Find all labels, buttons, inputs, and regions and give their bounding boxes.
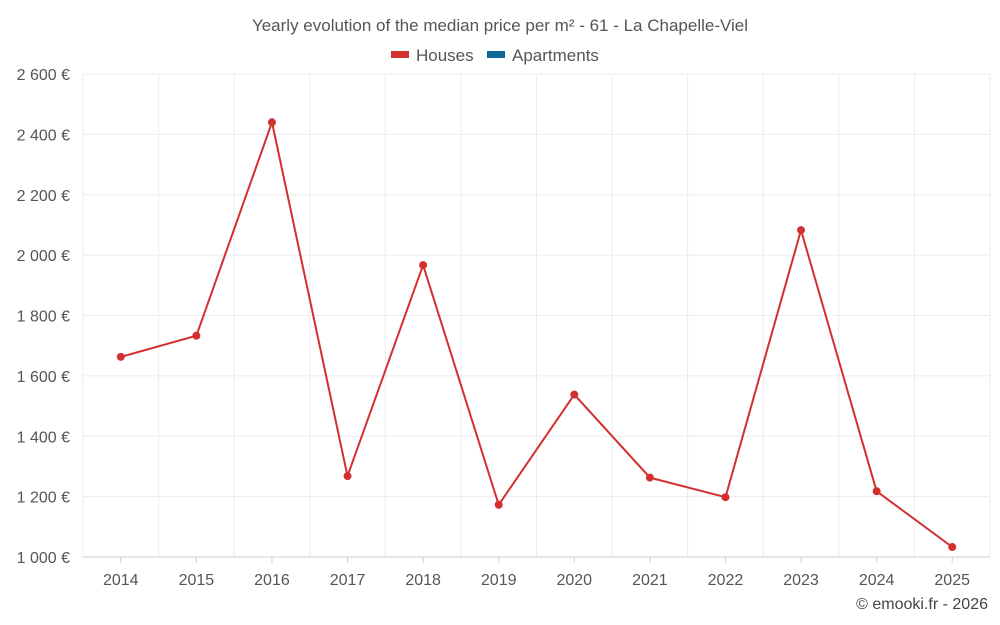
data-point-houses[interactable] (343, 472, 352, 481)
x-tick-label: 2015 (179, 572, 215, 589)
y-tick-label: 2 600 € (17, 67, 70, 84)
x-tick-label: 2019 (481, 572, 517, 589)
x-tick-label: 2023 (783, 572, 819, 589)
data-point-houses[interactable] (419, 261, 428, 270)
y-tick-label: 1 200 € (17, 490, 70, 507)
data-point-houses[interactable] (721, 493, 730, 502)
y-tick-label: 2 400 € (17, 127, 70, 144)
data-point-houses[interactable] (494, 500, 503, 509)
y-tick-label: 2 200 € (17, 188, 70, 205)
y-tick-label: 1 600 € (17, 369, 70, 386)
y-tick-label: 1 000 € (17, 550, 70, 567)
legend-swatch-houses (391, 51, 409, 58)
legend-label-apartments: Apartments (512, 46, 599, 65)
legend-item-apartments[interactable]: Apartments (487, 46, 599, 65)
data-point-houses[interactable] (645, 473, 654, 482)
data-point-houses[interactable] (267, 118, 276, 127)
data-point-houses[interactable] (116, 352, 125, 361)
x-tick-label: 2021 (632, 572, 668, 589)
x-tick-label: 2016 (254, 572, 290, 589)
y-tick-label: 1 800 € (17, 309, 70, 326)
x-tick-label: 2014 (103, 572, 139, 589)
x-tick-label: 2025 (934, 572, 970, 589)
legend-label-houses: Houses (416, 46, 474, 65)
data-point-houses[interactable] (797, 226, 806, 235)
y-axis: 1 000 € 1 200 € 1 400 € 1 600 € 1 800 € 2 000… (17, 67, 70, 567)
legend-item-houses[interactable]: Houses (391, 46, 474, 65)
data-point-houses[interactable] (570, 390, 579, 399)
x-tick-label: 2022 (708, 572, 744, 589)
x-tick-label: 2017 (330, 572, 366, 589)
x-axis: 2014 2015 2016 2017 2018 2019 2020 2021 2022 2023… (83, 556, 990, 589)
data-point-houses[interactable] (948, 543, 957, 552)
series-line-houses (120, 121, 953, 548)
legend-swatch-apartments (487, 51, 505, 58)
data-point-houses[interactable] (192, 331, 201, 340)
series-houses (116, 118, 957, 552)
credit-text: © emooki.fr - 2026 (856, 596, 988, 613)
chart-title: Yearly evolution of the median price per… (252, 16, 748, 35)
legend: Houses Apartments (391, 46, 599, 65)
x-tick-label: 2020 (556, 572, 592, 589)
x-tick-label: 2024 (859, 572, 895, 589)
x-tick-label: 2018 (405, 572, 441, 589)
y-tick-label: 2 000 € (17, 248, 70, 265)
data-point-houses[interactable] (872, 487, 881, 496)
grid (82, 73, 991, 558)
y-tick-label: 1 400 € (17, 429, 70, 446)
